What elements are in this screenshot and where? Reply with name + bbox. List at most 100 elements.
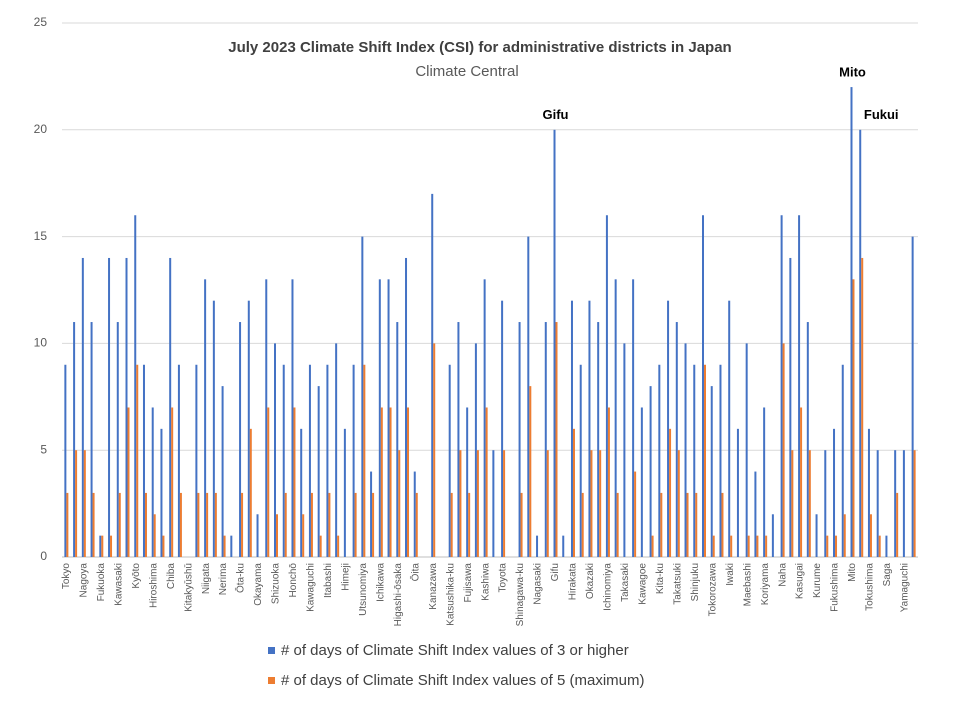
bar [747, 535, 750, 557]
bar [806, 322, 809, 557]
x-tick-label: Toyota [498, 563, 509, 593]
bar [529, 386, 532, 557]
bar [276, 514, 278, 557]
bar [878, 535, 881, 557]
bar [466, 407, 469, 557]
bar [728, 300, 731, 557]
bar [415, 492, 418, 557]
bar [73, 322, 76, 557]
bar [413, 471, 416, 557]
bar [894, 450, 897, 557]
bar [588, 300, 591, 557]
y-tick-label: 25 [34, 15, 48, 29]
bar [153, 514, 156, 557]
bar [719, 364, 722, 557]
x-tick-label: Yamaguchi [900, 563, 911, 612]
bar [169, 257, 172, 557]
bar [640, 407, 643, 557]
bar [407, 407, 410, 557]
legend-swatch [268, 647, 275, 654]
x-tick-label: Tokyo [61, 563, 72, 590]
bar [492, 450, 495, 557]
x-tick-label: Kasugai [795, 563, 806, 599]
bar [913, 450, 916, 557]
bar [695, 492, 698, 557]
bar [581, 492, 584, 557]
bar [885, 535, 888, 557]
bar [501, 300, 504, 557]
x-tick-label: Ōta-ku [235, 563, 247, 593]
x-tick-label: Kawasaki [113, 563, 124, 606]
x-tick-label: Nerima [218, 563, 229, 596]
bar [765, 535, 768, 557]
bar [503, 450, 506, 557]
bar [520, 492, 523, 557]
x-tick-label: Takatsuki [672, 563, 683, 605]
bar [282, 364, 285, 557]
bar [771, 514, 774, 557]
bar [363, 364, 366, 557]
x-tick-label: Kashiwa [480, 563, 491, 601]
bar [850, 87, 853, 557]
bar [92, 492, 95, 557]
bar [518, 322, 521, 557]
x-tick-label: Hiroshima [148, 563, 159, 608]
bar [302, 514, 305, 557]
bar [896, 492, 899, 557]
bar [66, 492, 69, 557]
bar [108, 257, 111, 557]
bar [144, 492, 147, 557]
bar [361, 236, 364, 557]
bar [789, 257, 792, 557]
annotation: Fukui [864, 107, 899, 122]
bar [249, 428, 252, 557]
bar [343, 428, 346, 557]
x-tick-label: Fujisawa [463, 563, 474, 603]
bar [677, 450, 680, 557]
x-tick-label: Katsushika-ku [445, 563, 456, 626]
x-tick-label: Niigata [201, 563, 212, 595]
bar [736, 428, 739, 557]
bar [468, 492, 471, 557]
x-tick-label: Kita-ku [655, 563, 666, 594]
annotation: Mito [839, 65, 866, 80]
x-tick-label: Okayama [253, 563, 264, 606]
bar [599, 450, 602, 557]
bar [651, 535, 654, 557]
y-tick-label: 0 [40, 549, 47, 563]
x-tick-label: Hirakata [568, 563, 579, 601]
bar [590, 450, 593, 557]
bar [256, 514, 259, 557]
bar [83, 450, 86, 557]
x-tick-label: Kawaguchi [306, 563, 317, 612]
bar [555, 322, 558, 557]
bar [310, 492, 313, 557]
bar [808, 450, 811, 557]
x-tick-label: Chiba [166, 563, 177, 590]
bar [142, 364, 145, 557]
bar [431, 193, 434, 557]
x-tick-label: Nagasaki [533, 563, 544, 605]
bar [274, 343, 276, 557]
bar [605, 215, 608, 558]
bar [335, 343, 338, 557]
x-tick-label: Kitakyūshū [183, 563, 194, 612]
y-tick-label: 5 [40, 442, 47, 456]
x-tick-label: Nagoya [78, 563, 89, 598]
bar [675, 322, 678, 557]
bar [239, 322, 242, 557]
x-tick-label: Kyōto [131, 563, 142, 589]
bar [800, 407, 803, 557]
bar [702, 215, 704, 558]
bar [300, 428, 303, 557]
bar [835, 535, 838, 557]
bar [127, 407, 130, 557]
x-tick-label: Fukuoka [96, 563, 107, 602]
x-tick-label: Maebashi [742, 563, 753, 606]
bar [485, 407, 488, 557]
bar [317, 386, 320, 557]
bar [730, 535, 733, 557]
bar [195, 364, 198, 557]
legend-label: # of days of Climate Shift Index values … [281, 672, 644, 689]
